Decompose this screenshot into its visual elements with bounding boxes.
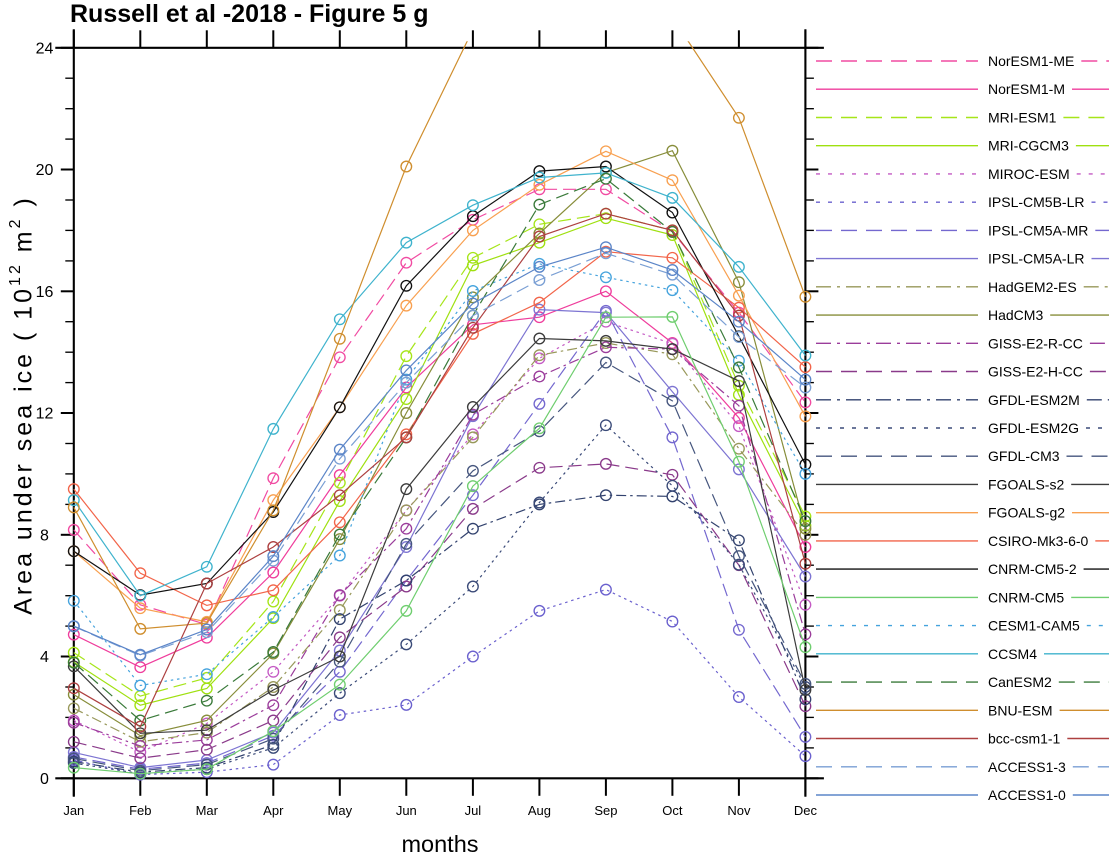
svg-text:GISS-E2-H-CC: GISS-E2-H-CC [988,364,1083,380]
svg-text:GFDL-ESM2G: GFDL-ESM2G [988,420,1079,436]
svg-text:BNU-ESM: BNU-ESM [988,702,1053,718]
svg-text:GFDL-ESM2M: GFDL-ESM2M [988,392,1080,408]
svg-text:ACCESS1-3: ACCESS1-3 [988,759,1066,775]
svg-text:0: 0 [40,771,49,788]
svg-text:CCSM4: CCSM4 [988,646,1037,662]
svg-text:Area under sea ice ( 1012 m2: Area under sea ice ( 1012 m2 ) [7,195,38,615]
svg-text:IPSL-CM5A-LR: IPSL-CM5A-LR [988,251,1084,267]
svg-text:Russell et al -2018 - Figure 5: Russell et al -2018 - Figure 5 g [70,0,428,28]
svg-text:CNRM-CM5: CNRM-CM5 [988,589,1064,605]
svg-text:12: 12 [36,406,54,423]
svg-text:HadCM3: HadCM3 [988,307,1043,323]
svg-text:CESM1-CAM5: CESM1-CAM5 [988,618,1080,634]
svg-text:Sep: Sep [594,803,617,818]
svg-text:Mar: Mar [196,803,219,818]
svg-text:bcc-csm1-1: bcc-csm1-1 [988,731,1061,747]
svg-text:NorESM1-M: NorESM1-M [988,81,1065,97]
svg-text:4: 4 [40,649,49,666]
svg-text:IPSL-CM5A-MR: IPSL-CM5A-MR [988,222,1088,238]
svg-text:May: May [328,803,353,818]
svg-text:GISS-E2-R-CC: GISS-E2-R-CC [988,335,1083,351]
svg-text:Jun: Jun [396,803,417,818]
svg-text:CSIRO-Mk3-6-0: CSIRO-Mk3-6-0 [988,533,1089,549]
svg-text:Feb: Feb [129,803,151,818]
svg-text:MRI-CGCM3: MRI-CGCM3 [988,138,1069,154]
svg-text:NorESM1-ME: NorESM1-ME [988,53,1074,69]
svg-text:FGOALS-s2: FGOALS-s2 [988,476,1064,492]
svg-text:Aug: Aug [528,803,551,818]
svg-text:MRI-ESM1: MRI-ESM1 [988,110,1057,126]
svg-text:Oct: Oct [662,803,683,818]
svg-text:24: 24 [36,40,54,57]
svg-text:IPSL-CM5B-LR: IPSL-CM5B-LR [988,194,1084,210]
svg-text:20: 20 [36,162,54,179]
svg-text:8: 8 [40,527,49,544]
svg-text:months: months [401,831,478,857]
svg-text:CanESM2: CanESM2 [988,674,1052,690]
svg-text:Jul: Jul [465,803,482,818]
svg-text:FGOALS-g2: FGOALS-g2 [988,505,1065,521]
svg-text:Dec: Dec [794,803,818,818]
svg-text:CNRM-CM5-2: CNRM-CM5-2 [988,561,1077,577]
svg-text:ACCESS1-0: ACCESS1-0 [988,787,1066,803]
svg-text:GFDL-CM3: GFDL-CM3 [988,448,1060,464]
svg-text:Nov: Nov [727,803,751,818]
svg-text:HadGEM2-ES: HadGEM2-ES [988,279,1077,295]
svg-text:MIROC-ESM: MIROC-ESM [988,166,1070,182]
svg-text:16: 16 [36,284,54,301]
svg-text:Apr: Apr [263,803,284,818]
svg-text:Jan: Jan [63,803,84,818]
